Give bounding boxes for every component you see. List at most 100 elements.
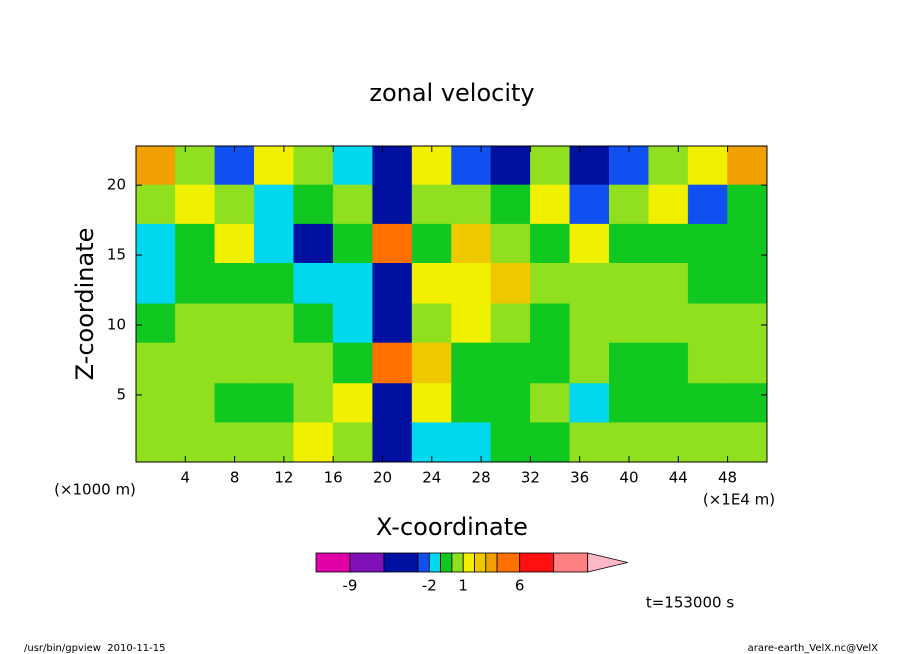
contour-cell <box>451 145 492 185</box>
contour-cell <box>530 301 571 343</box>
contour-cell <box>609 342 649 384</box>
contour-cell <box>609 262 649 304</box>
contour-cell <box>609 381 649 423</box>
colorbar-extend <box>587 552 628 573</box>
contour-cell <box>451 381 492 423</box>
colorbar-box <box>485 552 498 573</box>
contour-cell <box>372 262 413 304</box>
contour-cell <box>254 342 294 384</box>
contour-cell <box>372 342 413 384</box>
y-tick-label: 10 <box>107 315 126 333</box>
contour-cell <box>727 182 768 224</box>
y-unit: (×1000 m) <box>54 481 136 499</box>
contour-cell <box>332 421 373 463</box>
contour-cell <box>648 421 689 463</box>
chart-title: zonal velocity <box>369 79 534 107</box>
contour-cell <box>135 421 176 463</box>
contour-cell <box>687 421 728 463</box>
contour-cell <box>648 342 689 384</box>
x-tick-label: 36 <box>570 469 589 487</box>
contour-cell <box>332 221 373 264</box>
colorbar-tick-label: -9 <box>343 577 358 595</box>
colorbar-box <box>417 552 430 573</box>
contour-cell <box>727 262 768 304</box>
contour-cell <box>648 262 689 304</box>
contour-cell <box>569 182 610 224</box>
contour-cell <box>293 381 334 423</box>
colorbar-box <box>496 552 521 573</box>
contour-cell <box>687 182 728 224</box>
colorbar-box <box>462 552 475 573</box>
x-tick-label: 16 <box>324 469 343 487</box>
contour-cell <box>727 301 768 343</box>
contour-cell <box>332 381 373 423</box>
contour-cell <box>687 381 728 423</box>
time-label: t=153000 s <box>646 594 734 612</box>
contour-cell <box>135 145 176 185</box>
contour-cell <box>451 301 492 343</box>
x-tick-label: 32 <box>521 469 540 487</box>
x-tick-label: 8 <box>230 469 240 487</box>
contour-cell <box>569 381 610 423</box>
contour-cell <box>687 342 728 384</box>
contour-cell <box>609 301 649 343</box>
contour-cell <box>609 182 649 224</box>
contour-cell <box>332 301 373 343</box>
contour-cell <box>648 182 689 224</box>
contour-cell <box>214 262 255 304</box>
x-unit: (×1E4 m) <box>703 491 775 509</box>
contour-cell <box>175 421 216 463</box>
x-tick-label: 20 <box>373 469 392 487</box>
contour-cell <box>214 421 255 463</box>
contour-cell <box>254 145 294 185</box>
contour-cell <box>411 342 452 384</box>
colorbar-box <box>519 552 555 573</box>
contour-cell <box>135 221 176 264</box>
contour-cell <box>254 221 294 264</box>
contour-cell <box>530 342 571 384</box>
contour-cell <box>490 342 531 384</box>
contour-cell <box>609 221 649 264</box>
contour-cell <box>490 262 531 304</box>
colorbar-box <box>315 552 351 573</box>
x-tick-label: 24 <box>422 469 441 487</box>
contour-cell <box>687 145 728 185</box>
contour-cell <box>648 145 689 185</box>
contour-cell <box>569 262 610 304</box>
footer-right: arare-earth_VelX.nc@VelX <box>748 643 879 654</box>
contour-cell <box>530 182 571 224</box>
contour-cell <box>569 301 610 343</box>
contour-cell <box>293 301 334 343</box>
contour-cell <box>727 221 768 264</box>
contour-cell <box>214 221 255 264</box>
contour-cell <box>254 421 294 463</box>
x-axis-label: X-coordinate <box>376 513 528 541</box>
contour-cell <box>451 182 492 224</box>
colorbar-tick-label: 6 <box>515 577 525 595</box>
contour-cell <box>411 221 452 264</box>
contour-cell <box>411 381 452 423</box>
contour-cell <box>451 342 492 384</box>
contour-cell <box>411 421 452 463</box>
contour-cell <box>254 381 294 423</box>
contour-cell <box>727 342 768 384</box>
contour-cell <box>254 301 294 343</box>
contour-cell <box>175 182 216 224</box>
contour-cell <box>648 381 689 423</box>
contour-cell <box>530 221 571 264</box>
colorbar-box <box>553 552 589 573</box>
contour-cell <box>530 145 571 185</box>
contour-cell <box>490 381 531 423</box>
colorbar-box <box>349 552 385 573</box>
x-tick-label: 40 <box>619 469 638 487</box>
contour-cell <box>727 421 768 463</box>
contour-cell <box>372 221 413 264</box>
contour-cell <box>411 301 452 343</box>
contour-cell <box>372 381 413 423</box>
contour-cell <box>490 221 531 264</box>
colorbar-tick-label: -2 <box>422 577 437 595</box>
contour-cell <box>293 421 334 463</box>
contour-cell <box>293 145 334 185</box>
x-tick-label: 48 <box>718 469 737 487</box>
